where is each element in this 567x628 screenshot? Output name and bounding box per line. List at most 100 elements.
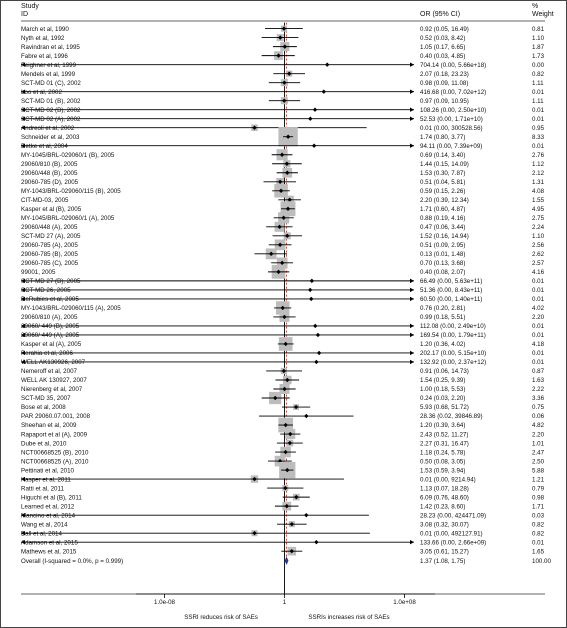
- ci-arrow-right: [410, 89, 414, 94]
- study-weight: 1.12: [532, 161, 545, 168]
- study-weight: 2.56: [532, 242, 545, 249]
- study-label: 99001, 2005: [21, 269, 56, 276]
- study-or-ci: 1.00 (0.18, 5.53): [420, 386, 465, 393]
- study-or-ci: 132.92 (0.00, 2.37e+12): [420, 359, 486, 366]
- study-or-ci: 1.52 (0.16, 14.94): [420, 233, 469, 240]
- study-rows: March et al, 1990 0.92 (0.05, 16.49) 0.81 N…: [21, 26, 551, 565]
- study-label: 29060-785 (B), 2005: [21, 251, 78, 258]
- study-label: WELL AK 130927, 2007: [21, 377, 87, 384]
- study-label: Rapaport et al (A), 2009: [21, 431, 88, 438]
- point-estimate: [277, 179, 283, 184]
- point-estimate: [282, 386, 287, 392]
- study-label: 29060-785 (D), 2005: [21, 179, 79, 186]
- study-label: Nyth et al, 1992: [21, 35, 65, 42]
- study-label: SCT-MD 27 (A), 2005: [21, 233, 81, 240]
- study-weight: 0.01: [532, 359, 545, 366]
- point-estimate: [285, 134, 291, 139]
- study-or-ci: 28.23 (0.00, 424471.09): [420, 512, 486, 519]
- ci-arrow-right: [410, 287, 414, 293]
- study-label: Bose et al, 2008: [21, 404, 66, 411]
- study-weight: 0.87: [532, 368, 545, 375]
- study-weight: 2.76: [532, 152, 545, 159]
- study-or-ci: 2.43 (0.52, 11.27): [420, 431, 468, 438]
- point-estimate: [285, 467, 290, 473]
- study-label: SCT-MD 35, 2007: [21, 395, 71, 402]
- study-weight: 1.87: [532, 44, 545, 51]
- study-weight: 0.82: [532, 521, 545, 528]
- ci-arrow-left: [21, 530, 25, 536]
- header-weight: Weight: [532, 11, 554, 18]
- study-label: SCT-MD 02 (A), 2002: [21, 116, 81, 123]
- ci-arrow-right: [410, 323, 414, 329]
- study-or-ci: 60.50 (0.00, 1.40e+11): [420, 296, 482, 303]
- study-weight: 0.01: [532, 323, 545, 330]
- study-weight: 1.10: [532, 233, 545, 240]
- overall-label: Overall (I-squared = 0.0%, p = 0.999): [21, 558, 123, 565]
- ci-arrow-right: [410, 62, 414, 67]
- study-label: Kasper et al (B), 2005: [21, 206, 82, 213]
- ci-arrow-left: [21, 296, 25, 302]
- study-label: 29060/ 449 (A), 2005: [21, 332, 80, 339]
- point-estimate: [285, 377, 290, 383]
- study-or-ci: 133.66 (0.00, 2.66e+09): [420, 539, 486, 546]
- point-estimate: [280, 305, 285, 311]
- study-label: SCT-MD 02 (B), 2002: [21, 107, 81, 114]
- study-weight: 0.01: [532, 107, 545, 114]
- study-weight: 0.06: [532, 413, 545, 420]
- study-or-ci: 0.40 (0.08, 2.07): [420, 269, 465, 276]
- study-or-ci: 28.36 (0.02, 39846.89): [420, 413, 483, 420]
- study-or-ci: 0.50 (0.08, 3.05): [420, 458, 465, 465]
- study-weight: 0.95: [532, 125, 545, 132]
- study-or-ci: 2.27 (0.31, 16.47): [420, 440, 469, 447]
- point-estimate: [281, 26, 287, 31]
- ci-arrow-left: [21, 287, 25, 293]
- study-or-ci: 1.54 (0.25, 9.39): [420, 377, 465, 384]
- study-label: 29060/ 449 (B), 2005: [21, 323, 80, 330]
- study-or-ci: 0.51 (0.04, 5.81): [420, 179, 465, 186]
- ci-arrow-left: [21, 125, 25, 130]
- x-tick-label: 1.0e-08: [154, 599, 176, 606]
- point-estimate: [321, 89, 326, 94]
- point-estimate: [308, 116, 313, 121]
- study-weight: 1.10: [532, 35, 545, 42]
- point-estimate: [252, 476, 257, 482]
- point-estimate: [283, 449, 288, 455]
- study-label: 29060/448 (A), 2005: [21, 224, 78, 231]
- study-label: Learned et al, 2012: [21, 503, 75, 510]
- study-or-ci: 1.53 (0.59, 3.94): [420, 467, 465, 474]
- ci-arrow-left: [21, 512, 25, 518]
- overall-diamond: [284, 556, 289, 565]
- point-estimate: [285, 206, 291, 211]
- xlabel-left: SSRI reduces risk of SAEs: [184, 614, 258, 621]
- study-or-ci: 0.01 (0.00, 9214.94): [420, 476, 476, 483]
- point-estimate: [282, 98, 287, 103]
- study-weight: 2.57: [532, 260, 545, 267]
- study-or-ci: 0.52 (0.03, 8.42): [420, 35, 465, 42]
- study-label: 29060/448 (B), 2005: [21, 170, 78, 177]
- study-weight: 0.00: [532, 62, 545, 69]
- study-or-ci: 1.20 (0.36, 4.02): [420, 341, 465, 348]
- point-estimate: [314, 359, 319, 365]
- point-estimate: [289, 548, 294, 554]
- study-label: MY-1045/BRL-029060/1 (B), 2005: [21, 152, 115, 159]
- point-estimate: [273, 395, 278, 401]
- ci-arrow-right: [410, 107, 414, 112]
- ci-arrow-left: [21, 359, 25, 365]
- study-weight: 2.12: [532, 170, 545, 177]
- point-estimate: [309, 296, 314, 302]
- point-estimate: [279, 260, 285, 266]
- study-or-ci: 202.17 (0.00, 5.15e+10): [420, 350, 486, 357]
- ci-arrow-right: [410, 296, 414, 302]
- study-weight: 1.55: [532, 197, 545, 204]
- study-label: WELL AK130926, 2007: [21, 359, 86, 366]
- study-label: SCT-MD 01 (C), 2002: [21, 80, 81, 87]
- point-estimate: [283, 341, 288, 347]
- study-weight: 2.47: [532, 449, 545, 456]
- point-estimate: [276, 269, 281, 275]
- study-label: Sheehan et al, 2009: [21, 422, 77, 429]
- point-estimate: [311, 143, 317, 148]
- point-estimate: [281, 215, 286, 221]
- study-weight: 0.01: [532, 278, 545, 285]
- point-estimate: [316, 350, 322, 356]
